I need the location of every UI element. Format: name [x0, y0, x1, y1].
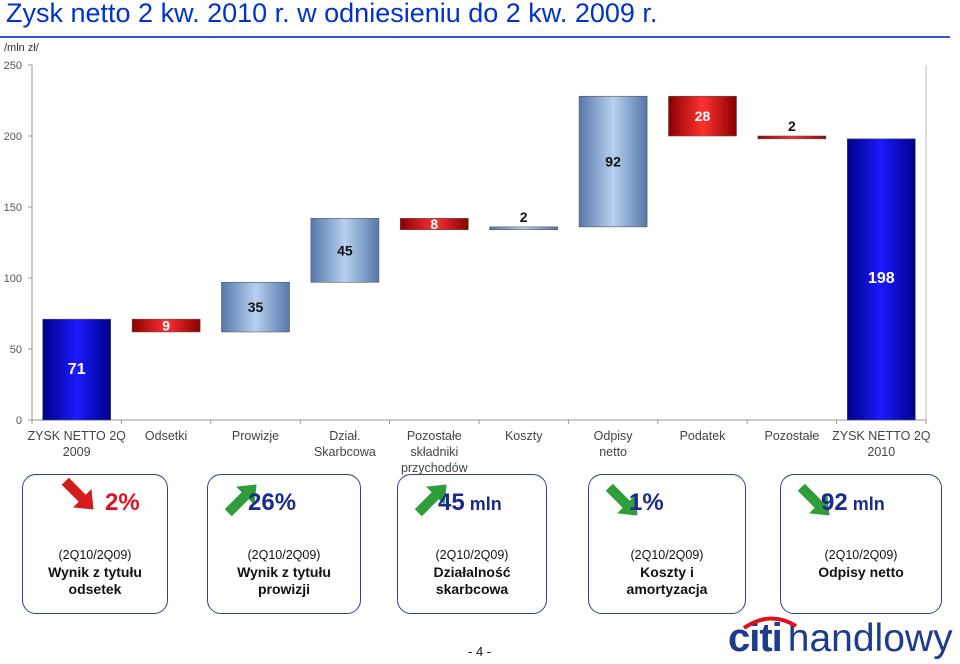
- card-period: (2Q10/2Q09): [247, 548, 321, 562]
- bar-decrease: [131, 318, 201, 333]
- bar-value-label: 8: [430, 216, 438, 232]
- bar-decrease: [757, 135, 827, 140]
- bar-value-label: 2: [788, 118, 796, 134]
- summary-card: 26% (2Q10/2Q09) Wynik z tytułu prowizji: [207, 474, 361, 614]
- card-caption: (2Q10/2Q09) Wynik z tytułu prowizji: [208, 547, 360, 598]
- down-red-arrow-icon: [61, 477, 94, 510]
- card-metric-name: amortyzacja: [626, 581, 708, 597]
- x-category-label: ZYSK NETTO 2Q 2010: [832, 429, 931, 459]
- title-underline: [0, 36, 950, 38]
- x-category-label: Podatek: [680, 429, 727, 443]
- y-tick-label: 50: [10, 344, 22, 356]
- page-number: - 4 -: [468, 644, 492, 659]
- bar-total: [42, 318, 112, 421]
- bar-increase: [489, 226, 559, 231]
- card-metric-name: prowizji: [257, 581, 311, 597]
- summary-card: 1% (2Q10/2Q09) Koszty i amortyzacja: [588, 474, 746, 614]
- y-tick-label: 150: [4, 202, 22, 214]
- bar-increase: [578, 95, 648, 228]
- summary-card: 45 mln (2Q10/2Q09) Działalność skarbcowa: [397, 474, 547, 614]
- card-period: (2Q10/2Q09): [435, 548, 509, 562]
- bar-increase: [310, 218, 380, 283]
- card-metric-name: odsetek: [68, 581, 122, 597]
- waterfall-chart: 0 50 100 150 200 250 ZYSK NETTO 2Q 2009 Odsetki P…: [4, 60, 931, 475]
- card-value: 92 mln: [781, 489, 941, 517]
- unit-label: /mln zł/: [4, 42, 39, 54]
- card-value-number: 2%: [105, 489, 140, 516]
- logo-arc-icon: [742, 616, 798, 630]
- down-green-arrow-icon: [605, 483, 638, 516]
- summary-card: 92 mln (2Q10/2Q09) Odpisy netto: [780, 474, 942, 614]
- card-caption: (2Q10/2Q09) Działalność skarbcowa: [398, 547, 546, 598]
- down-green-arrow-icon: [797, 483, 830, 516]
- card-value: 26%: [208, 489, 360, 517]
- page-title: Zysk netto 2 kw. 2010 r. w odniesieniu d…: [6, 0, 658, 28]
- bar-value-label: 28: [695, 108, 711, 124]
- bar-total: [846, 138, 916, 421]
- up-green-arrow-icon: [224, 484, 257, 517]
- bar-decrease: [399, 218, 469, 231]
- y-tick-label: 200: [4, 131, 22, 143]
- y-tick-label: 0: [16, 415, 22, 427]
- card-metric-name: Wynik z tytułu: [237, 564, 331, 580]
- bar-decrease: [668, 95, 737, 137]
- card-caption: (2Q10/2Q09) Wynik z tytułu odsetek: [23, 547, 167, 598]
- x-category-label: Odsetki: [145, 429, 187, 443]
- card-period: (2Q10/2Q09): [58, 548, 132, 562]
- card-caption: (2Q10/2Q09) Odpisy netto: [781, 547, 941, 581]
- x-category-label: Prowizje: [232, 429, 279, 443]
- summary-card: 2% (2Q10/2Q09) Wynik z tytułu odsetek: [22, 474, 168, 614]
- card-metric-name: Wynik z tytułu: [48, 564, 142, 580]
- card-value-unit: mln: [847, 494, 885, 514]
- x-category-label: ZYSK NETTO 2Q 2009: [27, 429, 126, 459]
- bar-value-label: 71: [68, 361, 86, 378]
- logo-handlowy: handlowy: [787, 617, 953, 660]
- x-category-label: Odpisy netto: [594, 429, 634, 459]
- citi-handlowy-logo: citi handlowy: [728, 616, 953, 661]
- card-value: 45 mln: [398, 489, 546, 517]
- bar-value-label: 35: [248, 299, 264, 315]
- card-value: 1%: [589, 489, 745, 517]
- card-value-number: 45: [438, 489, 465, 516]
- card-caption: (2Q10/2Q09) Koszty i amortyzacja: [589, 547, 745, 598]
- card-metric-name: Działalność: [433, 564, 511, 580]
- y-tick-label: 100: [4, 273, 22, 285]
- bar-increase: [221, 281, 290, 333]
- card-value-number: 26%: [248, 489, 297, 516]
- card-metric-name: skarbcowa: [435, 581, 509, 597]
- bar-value-label: 198: [868, 270, 895, 287]
- bar-value-label: 2: [520, 209, 528, 225]
- card-value-number: 1%: [629, 489, 664, 516]
- x-category-label: Dział. Skarbcowa: [314, 429, 376, 459]
- up-green-arrow-icon: [414, 484, 447, 517]
- bar-value-label: 45: [337, 242, 353, 258]
- card-value-number: 92: [821, 489, 848, 516]
- bar-value-label: 92: [605, 154, 621, 170]
- card-period: (2Q10/2Q09): [630, 548, 704, 562]
- x-category-label: Koszty: [505, 429, 543, 443]
- card-metric-name: Odpisy netto: [818, 564, 904, 580]
- bar-value-label: 9: [162, 318, 170, 334]
- card-value: 2%: [23, 489, 167, 517]
- x-category-label: Pozostałe składniki przychodów: [401, 429, 469, 475]
- y-tick-label: 250: [4, 60, 22, 72]
- card-value-unit: mln: [464, 494, 502, 514]
- x-category-label: Pozostałe: [764, 429, 819, 443]
- card-metric-name: Koszty i: [640, 564, 694, 580]
- card-period: (2Q10/2Q09): [824, 548, 898, 562]
